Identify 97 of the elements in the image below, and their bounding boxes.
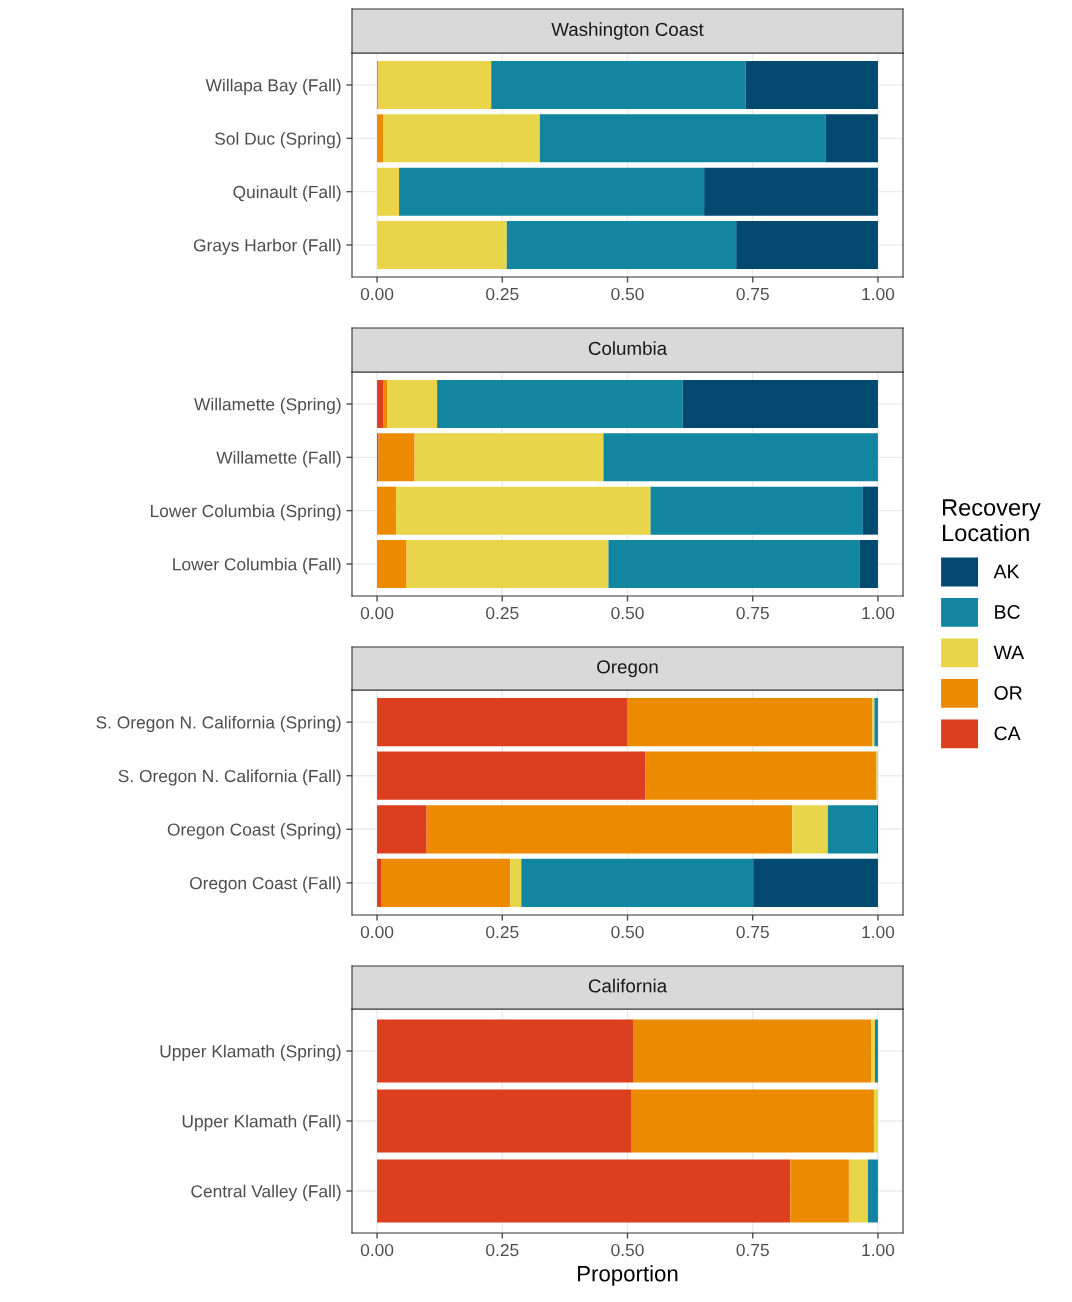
bar (378, 433, 415, 482)
bar (387, 380, 438, 428)
bar (426, 805, 793, 854)
bar (539, 114, 826, 163)
x-tick-label: 0.00 (360, 1243, 394, 1257)
x-tick-label: 0.25 (486, 1243, 519, 1257)
bar (378, 61, 492, 109)
bar (406, 540, 609, 588)
legend-label: OR (994, 685, 1022, 700)
bar (383, 114, 540, 163)
bar (377, 1019, 634, 1083)
y-tick-label: Quinault (Fall) (233, 185, 341, 202)
bar (633, 1019, 872, 1083)
x-tick-label: 0.25 (486, 606, 519, 620)
bar (645, 751, 877, 800)
bar (377, 167, 400, 216)
bar (396, 486, 651, 535)
y-tick-label: Oregon Coast (Spring) (167, 822, 341, 840)
bar (377, 858, 382, 907)
bar (631, 1089, 874, 1153)
y-tick-label: Willamette (Spring) (194, 397, 341, 414)
legend-label: WA (993, 645, 1025, 660)
y-tick-label: Sol Duc (Spring) (215, 132, 341, 149)
x-tick-label: 0.75 (736, 606, 769, 620)
y-tick-label: Upper Klamath (Spring) (160, 1044, 341, 1061)
bar (790, 1159, 849, 1223)
bar (627, 698, 873, 747)
bar (437, 380, 683, 428)
x-tick-label: 0.00 (360, 925, 394, 939)
x-tick-label: 0.75 (736, 1243, 769, 1257)
legend-label: BC (995, 605, 1020, 619)
bar (682, 380, 878, 428)
y-tick-label: Lower Columbia (Fall) (173, 557, 341, 574)
y-tick-label: Central Valley (Fall) (191, 1184, 341, 1201)
x-tick-label: 1.00 (862, 925, 895, 939)
x-tick-label: 0.25 (486, 287, 519, 301)
bar (377, 1089, 632, 1153)
bar (650, 486, 863, 535)
bar (383, 380, 388, 428)
bar (377, 698, 627, 747)
x-tick-label: 1.00 (862, 1243, 895, 1257)
chart-title: Columbia (588, 341, 668, 356)
y-tick-label: Oregon Coast (Fall) (189, 876, 341, 893)
bar (377, 221, 507, 269)
y-tick-label: Willamette (Fall) (216, 451, 341, 468)
x-tick-label: 0.50 (611, 287, 644, 301)
bar (862, 486, 878, 535)
bar (399, 167, 705, 216)
chart-title: Washington Coast (551, 22, 704, 40)
x-tick-label: 0.75 (736, 925, 769, 939)
bar (510, 858, 522, 907)
x-tick-label: 1.00 (862, 606, 895, 620)
bar (377, 540, 407, 588)
bar (867, 1159, 878, 1223)
bar (381, 858, 511, 907)
bar (848, 1159, 868, 1223)
bar (603, 433, 878, 482)
x-tick-label: 0.50 (611, 1243, 644, 1257)
bar (825, 114, 878, 163)
legend-label: AK (993, 564, 1020, 579)
y-tick-label: Willapa Bay (Fall) (205, 78, 341, 95)
bar (506, 221, 737, 269)
bar (377, 805, 427, 854)
bar (521, 858, 754, 907)
x-tick-label: 0.00 (360, 606, 394, 620)
y-tick-label: Upper Klamath (Fall) (182, 1114, 341, 1131)
y-tick-label: S. Oregon N. California (Spring) (96, 715, 341, 733)
bar (873, 1089, 878, 1153)
bar (792, 805, 828, 854)
x-tick-label: 0.25 (486, 925, 519, 939)
bar (704, 167, 878, 216)
y-tick-label: Lower Columbia (Spring) (151, 504, 341, 521)
x-tick-label: 1.00 (862, 287, 895, 301)
bar (859, 540, 878, 588)
bar (736, 221, 878, 269)
legend-title: Recovery Location (943, 499, 1041, 542)
x-tick-label: 0.75 (736, 287, 769, 301)
bar (377, 751, 646, 800)
bar (608, 540, 860, 588)
y-tick-label: S. Oregon N. California (Fall) (118, 769, 341, 786)
chart-title: California (588, 978, 668, 993)
bar (377, 486, 397, 535)
x-axis-title: Proportion (578, 1265, 678, 1286)
bar (827, 805, 877, 854)
legend-label: CA (994, 726, 1021, 741)
bar (745, 61, 878, 109)
bar (414, 433, 604, 482)
x-tick-label: 0.50 (611, 606, 644, 620)
chart-title: Oregon (597, 660, 658, 678)
bar (753, 858, 878, 907)
x-tick-label: 0.50 (611, 925, 644, 939)
y-tick-label: Grays Harbor (Fall) (193, 238, 341, 255)
bar (491, 61, 746, 109)
x-tick-label: 0.00 (360, 287, 394, 301)
bar (377, 114, 384, 163)
bar (377, 1159, 791, 1223)
bar (377, 380, 384, 428)
